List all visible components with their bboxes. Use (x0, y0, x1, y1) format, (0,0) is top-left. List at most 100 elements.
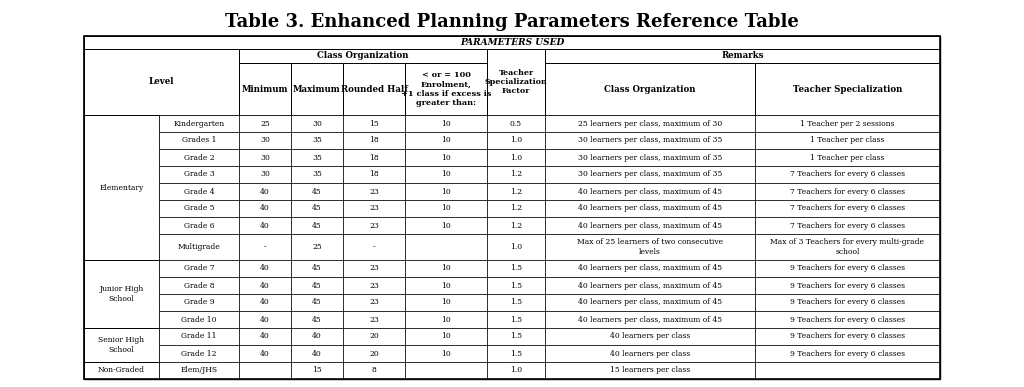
Bar (343, 200, 406, 217)
Text: 1.5: 1.5 (510, 315, 522, 324)
Bar (545, 183, 755, 200)
Text: 9 Teachers for every 6 classes: 9 Teachers for every 6 classes (790, 264, 905, 272)
Text: Remarks: Remarks (721, 51, 764, 60)
Text: Rounded Half: Rounded Half (341, 84, 408, 94)
Bar (159, 345, 239, 362)
Bar (159, 183, 239, 200)
Bar (291, 200, 343, 217)
Text: 9 Teachers for every 6 classes: 9 Teachers for every 6 classes (790, 332, 905, 341)
Text: 10: 10 (441, 154, 451, 161)
Bar (291, 63, 343, 115)
Text: Class Organization: Class Organization (317, 51, 409, 60)
Bar (239, 362, 291, 379)
Text: 15: 15 (369, 120, 379, 127)
Bar (239, 115, 291, 132)
Bar (755, 166, 940, 183)
Text: 10: 10 (441, 120, 451, 127)
Text: 23: 23 (369, 315, 379, 324)
Bar (545, 294, 755, 311)
Bar (84, 328, 159, 362)
Bar (406, 277, 487, 294)
Bar (291, 311, 343, 328)
Bar (239, 277, 291, 294)
Bar (755, 234, 940, 260)
Text: 0.5: 0.5 (510, 120, 522, 127)
Bar (343, 328, 406, 345)
Text: 35: 35 (312, 137, 322, 144)
Text: Level: Level (148, 77, 174, 87)
Bar (291, 166, 343, 183)
Text: 40: 40 (260, 221, 270, 229)
Text: 23: 23 (369, 298, 379, 307)
Bar (545, 277, 755, 294)
Text: 25: 25 (260, 120, 270, 127)
Bar (239, 345, 291, 362)
Bar (239, 132, 291, 149)
Text: 1.5: 1.5 (510, 349, 522, 358)
Bar (343, 63, 406, 115)
Bar (159, 294, 239, 311)
Bar (755, 345, 940, 362)
Text: 25: 25 (312, 243, 322, 251)
Bar (406, 149, 487, 166)
Text: 23: 23 (369, 264, 379, 272)
Text: 40: 40 (260, 315, 270, 324)
Text: Minimum: Minimum (242, 84, 288, 94)
Text: Grade 8: Grade 8 (183, 281, 214, 289)
Text: 18: 18 (369, 171, 379, 178)
Bar (291, 345, 343, 362)
Text: 1.2: 1.2 (510, 171, 522, 178)
Bar (545, 166, 755, 183)
Text: 1.2: 1.2 (510, 221, 522, 229)
Text: Kindergarten: Kindergarten (173, 120, 224, 127)
Bar (159, 260, 239, 277)
Text: 45: 45 (312, 315, 322, 324)
Text: 45: 45 (312, 187, 322, 195)
Text: PARAMETERS USED: PARAMETERS USED (460, 38, 564, 47)
Bar (84, 362, 159, 379)
Bar (755, 183, 940, 200)
Bar (343, 277, 406, 294)
Bar (159, 166, 239, 183)
Bar (545, 200, 755, 217)
Bar (239, 183, 291, 200)
Bar (406, 328, 487, 345)
Bar (239, 49, 487, 63)
Bar (159, 328, 239, 345)
Text: 1.2: 1.2 (510, 187, 522, 195)
Bar (487, 132, 545, 149)
Bar (755, 115, 940, 132)
Bar (406, 362, 487, 379)
Bar (487, 234, 545, 260)
Text: Teacher Specialization: Teacher Specialization (793, 84, 902, 94)
Bar (84, 36, 940, 49)
Bar (159, 115, 239, 132)
Bar (159, 200, 239, 217)
Text: 40: 40 (260, 281, 270, 289)
Bar (239, 328, 291, 345)
Text: 40 learners per class, maximum of 45: 40 learners per class, maximum of 45 (578, 187, 722, 195)
Text: < or = 100
Enrolment,
+1 class if excess is
greater than:: < or = 100 Enrolment, +1 class if excess… (400, 71, 492, 107)
Text: Table 3. Enhanced Planning Parameters Reference Table: Table 3. Enhanced Planning Parameters Re… (225, 13, 799, 31)
Bar (291, 149, 343, 166)
Bar (545, 63, 755, 115)
Text: 10: 10 (441, 264, 451, 272)
Bar (291, 277, 343, 294)
Bar (159, 277, 239, 294)
Bar (84, 36, 940, 379)
Text: 10: 10 (441, 204, 451, 212)
Text: Grade 2: Grade 2 (183, 154, 214, 161)
Bar (291, 260, 343, 277)
Bar (755, 217, 940, 234)
Bar (406, 345, 487, 362)
Bar (291, 183, 343, 200)
Text: 20: 20 (369, 349, 379, 358)
Bar (545, 260, 755, 277)
Text: 45: 45 (312, 298, 322, 307)
Bar (291, 217, 343, 234)
Text: 9 Teachers for every 6 classes: 9 Teachers for every 6 classes (790, 298, 905, 307)
Bar (239, 311, 291, 328)
Bar (487, 149, 545, 166)
Bar (291, 294, 343, 311)
Text: 9 Teachers for every 6 classes: 9 Teachers for every 6 classes (790, 349, 905, 358)
